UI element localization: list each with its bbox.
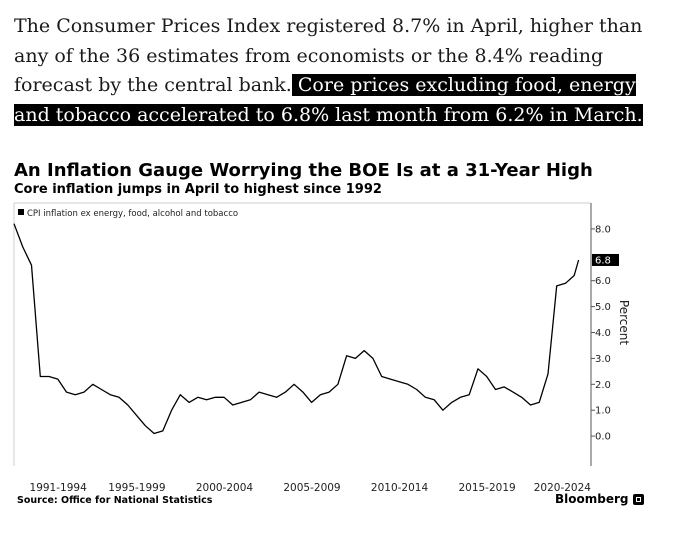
y-tick-label: 3.0	[595, 354, 611, 365]
x-category-label: 1991-1994	[30, 482, 88, 494]
legend-label: CPI inflation ex energy, food, alcohol a…	[27, 209, 238, 219]
x-category-label: 2000-2004	[196, 482, 254, 494]
y-tick-label: 1.0	[595, 406, 611, 417]
x-category-label: 2015-2019	[458, 482, 515, 494]
chart-subtitle: Core inflation jumps in April to highest…	[14, 182, 382, 197]
source-note: Source: Office for National Statistics	[17, 495, 213, 506]
y-tick-label: 0.0	[595, 432, 611, 443]
y-tick-label: 2.0	[595, 380, 611, 391]
y-tick-label: 4.0	[595, 328, 611, 339]
y-tick-label: 6.0	[595, 276, 611, 287]
x-category-label: 2010-2014	[371, 482, 429, 494]
chart-title: An Inflation Gauge Worrying the BOE Is a…	[14, 160, 593, 181]
latest-value-label: 6.8	[595, 255, 611, 266]
brand-name: Bloomberg	[555, 492, 629, 506]
x-category-label: 2005-2009	[283, 482, 340, 494]
y-tick-label: 8.0	[595, 224, 611, 235]
article-paragraph: The Consumer Prices Index registered 8.7…	[14, 12, 654, 130]
y-axis-title: Percent	[617, 300, 631, 345]
y-tick-label: 5.0	[595, 302, 611, 313]
bloomberg-terminal-icon	[632, 493, 644, 505]
x-category-label: 2020-2024	[534, 482, 592, 494]
legend-swatch	[18, 209, 24, 215]
latest-value-badge	[592, 253, 619, 266]
bloomberg-logo: Bloomberg	[555, 492, 644, 506]
x-category-label: 1995-1999	[108, 482, 165, 494]
article-text: The Consumer Prices Index registered 8.7…	[14, 15, 643, 96]
series-line	[13, 223, 580, 435]
